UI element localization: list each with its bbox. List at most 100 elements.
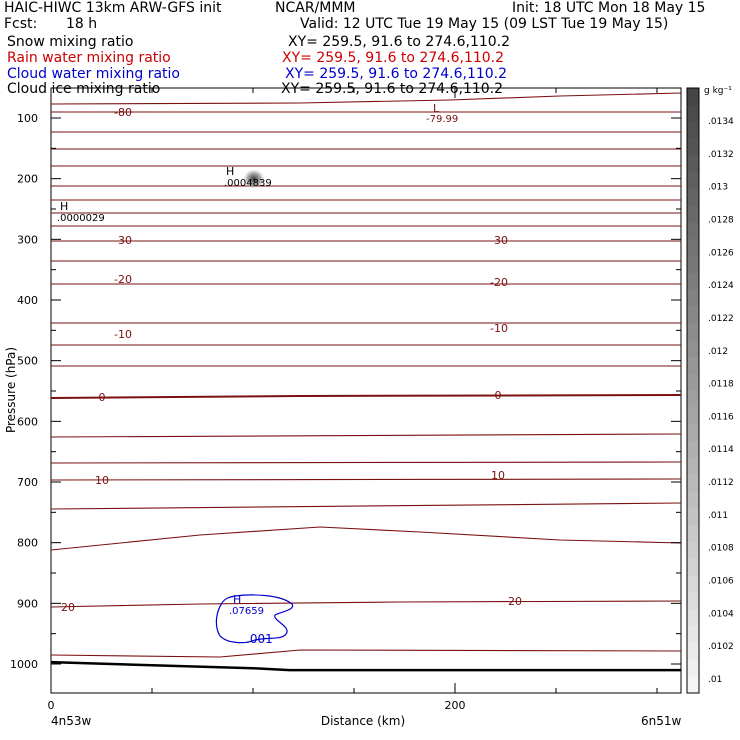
fcst-value: 18 h — [66, 16, 98, 32]
y-tick-label: 400 — [17, 294, 38, 307]
colorbar-swatch — [687, 541, 699, 560]
isotherm-line — [50, 600, 682, 608]
colorbar-label: .011 — [708, 511, 728, 521]
isotherm-line — [50, 92, 682, 105]
temperature-label: -20 — [114, 273, 132, 286]
y-tick-label: 1000 — [10, 658, 38, 671]
colorbar-swatch — [687, 155, 699, 173]
colorbar-swatch — [687, 558, 699, 576]
temperature-label: -80 — [114, 106, 132, 119]
colorbar-label: .01 — [708, 675, 722, 685]
colorbar-swatch — [687, 575, 699, 593]
colorbar-label: .0134 — [708, 117, 734, 127]
colorbar-swatch — [687, 407, 699, 425]
colorbar-label: .0132 — [708, 150, 734, 160]
colorbar-frame — [686, 87, 700, 694]
extremum-kind: L — [433, 102, 440, 115]
x-end-location: 6n51w — [641, 714, 682, 728]
temperature-labels: -80 -30 -30 -20 -20 -10 -10 0 0 10 10 20 20 — [61, 106, 522, 614]
colorbar-label: .0126 — [708, 248, 734, 258]
colorbar-swatch — [687, 642, 699, 660]
field-name-rain: Rain water mixing ratio — [7, 50, 171, 66]
y-tick-label: 100 — [17, 112, 38, 125]
isotherm-line — [50, 478, 682, 481]
extremum-value: .0004839 — [224, 178, 272, 189]
temperature-label: -30 — [114, 234, 132, 247]
colorbar-swatch — [687, 474, 699, 492]
field-name-snow: Snow mixing ratio — [7, 34, 134, 50]
init-time: Init: 18 UTC Mon 18 May 15 — [512, 0, 706, 16]
temperature-label: -20 — [490, 276, 508, 289]
colorbar-label: .0128 — [708, 215, 734, 225]
cloud-water-contour — [215, 594, 294, 644]
temperature-label: 20 — [61, 601, 75, 614]
colorbar-label: .013 — [708, 183, 728, 193]
colorbar-swatch — [687, 625, 699, 644]
y-tick-label: 900 — [17, 597, 38, 610]
terrain-surface — [50, 660, 682, 672]
field-name-cloud-water: Cloud water mixing ratio — [7, 66, 180, 82]
colorbar-swatch — [687, 222, 699, 240]
colorbar-label: .0116 — [708, 412, 734, 422]
y-axis-label: Pressure (hPa) — [4, 347, 18, 433]
colorbar-swatch — [687, 440, 699, 459]
colorbar-swatch — [687, 390, 699, 408]
colorbar-swatch — [687, 306, 699, 324]
temperature-label: 0 — [495, 389, 502, 402]
colorbar-swatch — [687, 676, 699, 694]
extremum-kind: H — [233, 593, 241, 606]
cloud-water-label: .001 — [246, 632, 273, 646]
colorbar-swatch — [687, 457, 699, 476]
colorbar-label: .0122 — [708, 314, 734, 324]
colorbar-swatch — [687, 88, 699, 106]
extremum-value: .0000029 — [57, 213, 105, 224]
colorbar-label: .0106 — [708, 577, 734, 587]
colorbar-swatch — [687, 188, 699, 207]
fcst-label: Fcst: — [4, 16, 38, 32]
colorbar-swatch — [687, 121, 699, 139]
temperature-label: 10 — [491, 469, 505, 482]
y-tick-label: 700 — [17, 476, 38, 489]
cloud-ice-maximum-shading — [243, 169, 265, 189]
colorbar-swatch — [687, 508, 699, 526]
isotherm-line — [50, 394, 682, 399]
colorbar: .0134 .0132 .013 .0128 .0126 .0124 .0122 .012 .0… — [686, 87, 734, 694]
colorbar-label: .0104 — [708, 609, 734, 619]
isotherm-line — [50, 433, 682, 438]
colorbar-label: .0102 — [708, 642, 734, 652]
x-axis: 0 200 — [48, 88, 658, 712]
isotherm-line — [50, 649, 682, 658]
x-start-location: 4n53w — [51, 714, 92, 728]
colorbar-swatch — [687, 289, 699, 307]
extremum-value: -79.99 — [426, 114, 458, 125]
temperature-label: 20 — [508, 595, 522, 608]
field-xy-snow: XY= 259.5, 91.6 to 274.6,110.2 — [288, 34, 511, 50]
extremum-value: .07659 — [229, 606, 264, 617]
model-title: HAIC-HIWC 13km ARW-GFS init — [4, 0, 222, 16]
colorbar-swatch — [687, 138, 699, 156]
x-tick-label: 200 — [445, 699, 466, 712]
extremum-kind: H — [226, 165, 234, 178]
temperature-label: -10 — [490, 322, 508, 335]
field-xy-cloud-water: XY= 259.5, 91.6 to 274.6,110.2 — [285, 66, 508, 82]
temperature-label: -30 — [490, 234, 508, 247]
colorbar-swatch — [687, 608, 699, 627]
isotherm-line — [50, 461, 682, 464]
y-tick-label: 200 — [17, 173, 38, 186]
colorbar-label: .0118 — [708, 380, 734, 390]
colorbar-swatch — [687, 272, 699, 291]
temperature-label: 0 — [99, 391, 106, 404]
colorbar-swatch — [687, 424, 699, 442]
y-tick-label: 800 — [17, 537, 38, 550]
temperature-label: 10 — [95, 474, 109, 487]
field-xy-rain: XY= 259.5, 91.6 to 274.6,110.2 — [282, 50, 505, 66]
colorbar-swatch — [687, 323, 699, 341]
colorbar-swatch — [687, 592, 699, 610]
valid-time: Valid: 12 UTC Tue 19 May 15 (09 LST Tue … — [300, 16, 669, 32]
colorbar-swatch — [687, 340, 699, 358]
field-xy-cloud-ice: XY= 259.5, 91.6 to 274.6,110.2 — [281, 81, 504, 97]
isotherm-line — [50, 526, 682, 551]
